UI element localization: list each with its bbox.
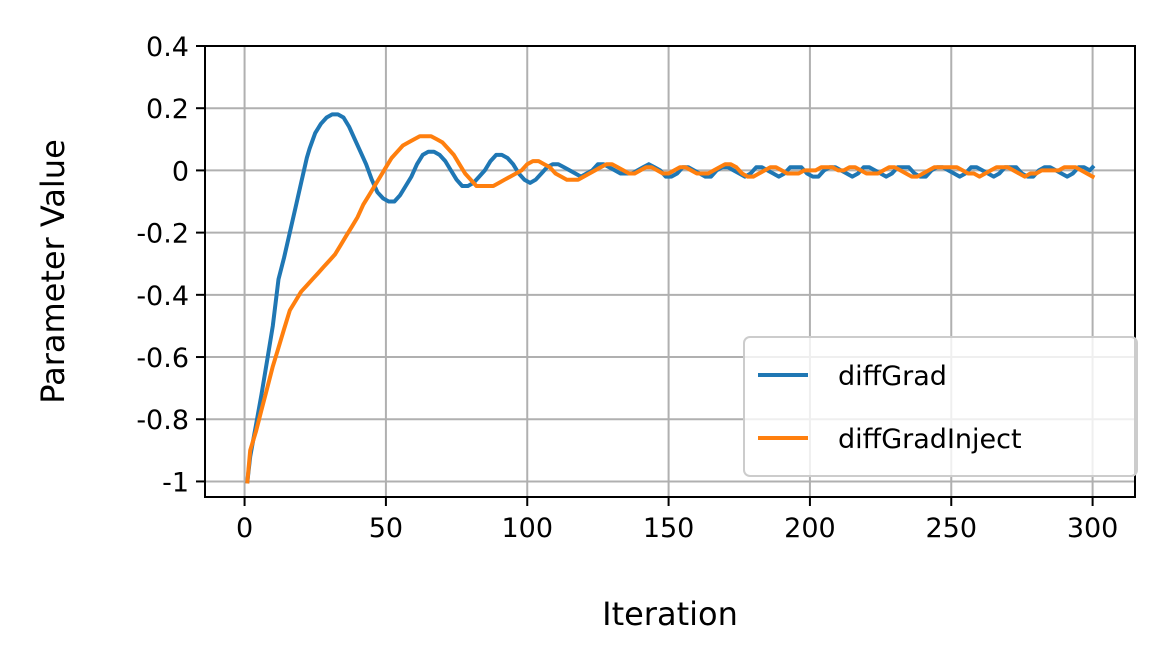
x-tick-label: 200 (784, 513, 836, 544)
y-tick-label: -0.4 (136, 281, 189, 312)
y-tick-label: -0.6 (136, 343, 189, 374)
x-tick-label: 0 (236, 513, 253, 544)
legend-label: diffGradInject (838, 424, 1022, 455)
legend-label: diffGrad (838, 361, 947, 392)
y-tick-label: 0.4 (146, 32, 189, 63)
legend-box (743, 336, 1138, 477)
y-axis: 0.4 0.2 0 -0.2 -0.4 -0.6 -0.8 -1 (136, 32, 205, 498)
series-lines (245, 112, 1096, 484)
y-tick-label: 0.2 (146, 94, 189, 125)
series-line-diffGrad (245, 112, 1096, 484)
x-tick-label: 300 (1067, 513, 1119, 544)
x-axis-title: Iteration (602, 595, 738, 633)
series-line-diffGradInject (245, 134, 1096, 484)
y-axis-title: Parameter Value (34, 139, 72, 404)
y-tick-label: -0.8 (136, 405, 189, 436)
x-tick-label: 100 (501, 513, 553, 544)
x-tick-label: 50 (369, 513, 403, 544)
y-tick-label: -1 (162, 467, 189, 498)
y-tick-label: -0.2 (136, 219, 189, 250)
plot-frame (204, 45, 1136, 498)
x-tick-label: 250 (925, 513, 977, 544)
x-axis: 0 50 100 150 200 250 300 (236, 497, 1118, 544)
y-tick-label: 0 (172, 156, 189, 187)
legend: diffGrad diffGradInject (743, 336, 1138, 477)
x-tick-label: 150 (643, 513, 695, 544)
